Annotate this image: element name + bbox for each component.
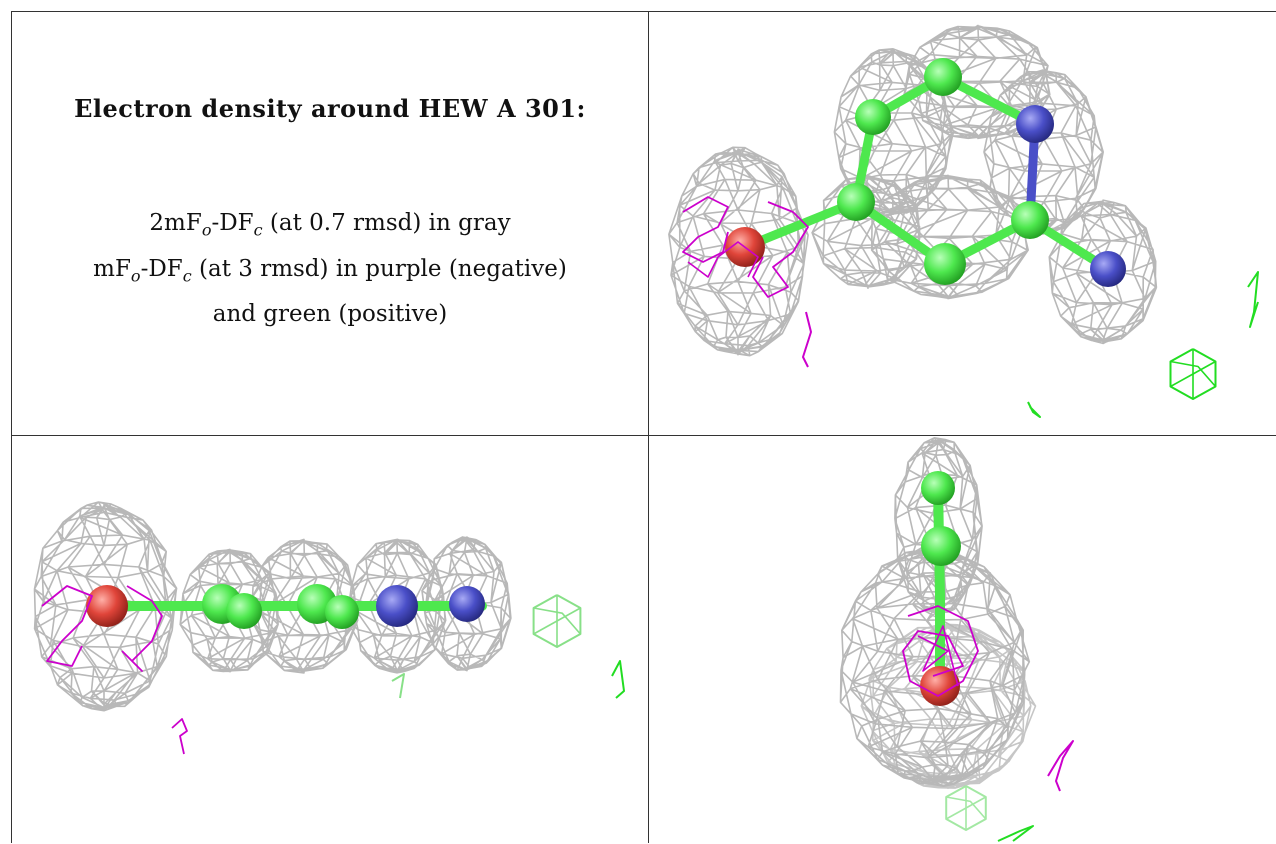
density-view-top (648, 11, 1276, 436)
positive-density (391, 673, 405, 699)
mesh-positive-end (945, 785, 1034, 842)
mesh-wires (903, 24, 1051, 140)
negative-density (682, 196, 729, 263)
negative-density (752, 201, 809, 298)
positive-density (997, 825, 1034, 842)
carbon-atom (921, 471, 955, 505)
mesh-positive-side (391, 594, 625, 699)
negative-density (1047, 740, 1074, 792)
legend-line-colors: and green (positive) (212, 301, 448, 328)
carbon-atom (924, 58, 962, 96)
mesh-negative-side (41, 585, 188, 755)
legend-panel: Electron density around HEW A 301: 2mFo-… (11, 11, 649, 436)
positive-density (1247, 271, 1259, 328)
cage-spoke (1170, 360, 1216, 388)
density-render-top (668, 24, 1259, 418)
carbon-atom (1011, 201, 1049, 239)
cage-spoke (945, 796, 987, 820)
negative-density (802, 311, 812, 368)
oxygen-atom (86, 585, 128, 627)
cage-spoke (1170, 360, 1217, 388)
mesh-ring-top (903, 24, 1051, 140)
legend-title: Electron density around HEW A 301: (74, 94, 586, 123)
carbon-atom (924, 243, 966, 285)
positive-density (1169, 348, 1217, 400)
mesh-positive-top (1027, 271, 1259, 418)
density-render-side (33, 501, 625, 755)
bonds-end (933, 481, 945, 691)
carbon-atom (837, 183, 875, 221)
figure-grid: Electron density around HEW A 301: 2mFo-… (11, 11, 1276, 843)
carbon-atom (855, 99, 891, 135)
positive-density (532, 594, 582, 648)
oxygen-atom (920, 666, 960, 706)
positive-density (611, 660, 625, 699)
negative-density (902, 605, 979, 697)
nitrogen-atom (1016, 105, 1054, 143)
legend-line-2fofc: 2mFo-DFc (at 0.7 rmsd) in gray (149, 210, 511, 240)
mesh-2fofc-top (668, 24, 1158, 357)
carbon-atom (921, 526, 961, 566)
cage-spoke (946, 796, 987, 820)
negative-density (121, 585, 163, 672)
legend-caption: 2mFo-DFc (at 0.7 rmsd) in gray mFo-DFc (… (12, 204, 648, 333)
legend-line-fofc: mFo-DFc (at 3 rmsd) in purple (negative) (93, 255, 567, 286)
mesh-negative-end (902, 605, 1074, 792)
positive-density (945, 785, 987, 831)
negative-density (171, 718, 188, 755)
cage-spoke (533, 607, 582, 635)
mesh-negative-top (682, 196, 812, 368)
density-render-end (839, 437, 1074, 842)
atoms-side (86, 584, 485, 629)
negative-density (687, 241, 759, 278)
carbon-atom (226, 593, 262, 629)
atoms-top (725, 58, 1126, 287)
density-view-end (648, 435, 1276, 843)
negative-density (41, 585, 93, 667)
atoms-end (920, 471, 961, 706)
density-view-side (11, 435, 649, 843)
nitrogen-atom (376, 585, 418, 627)
negative-density (917, 625, 959, 687)
cage-spoke (533, 607, 581, 635)
carbon-atom (325, 595, 359, 629)
positive-density (1027, 401, 1041, 418)
nitrogen-atom (449, 586, 485, 622)
nitrogen-atom (1090, 251, 1126, 287)
